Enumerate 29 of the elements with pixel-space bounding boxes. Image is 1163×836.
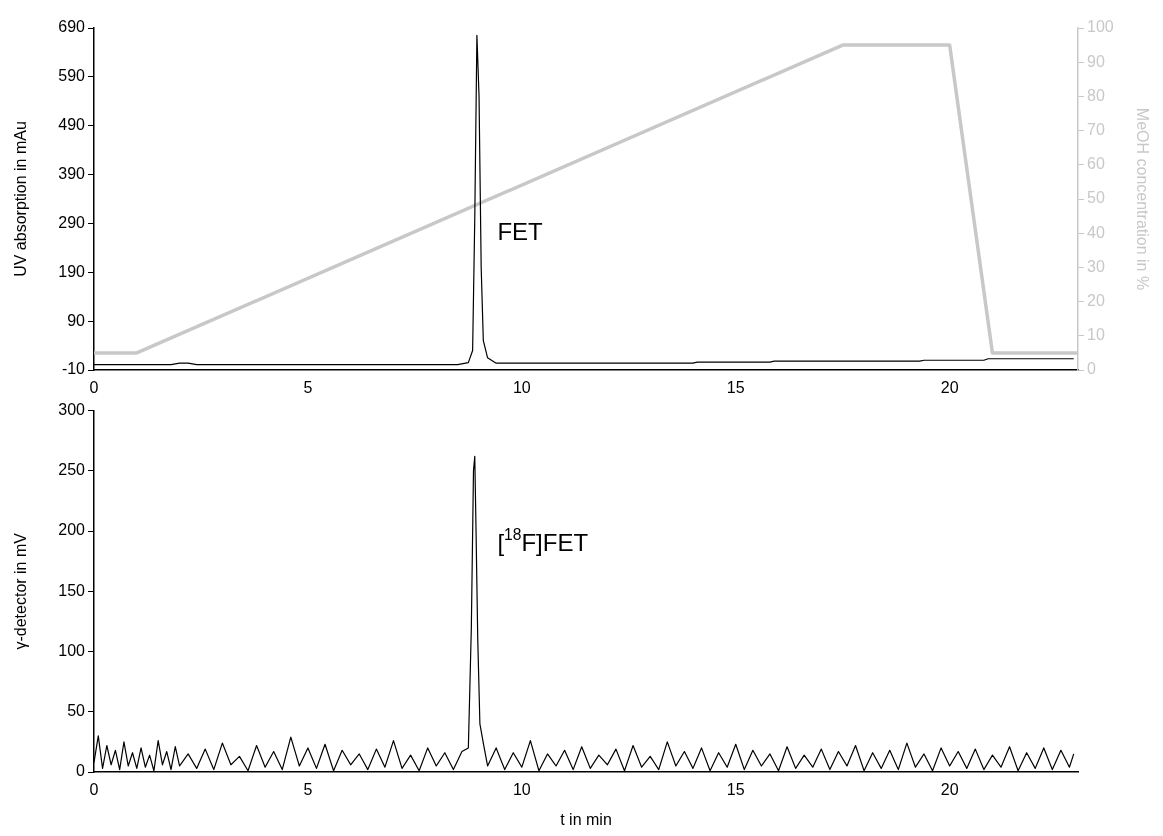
x-tick-label: 5 <box>303 781 313 799</box>
y-tick-label: 590 <box>58 67 86 85</box>
x-axis-title: t in min <box>560 810 612 828</box>
x-tick-label: 10 <box>512 781 531 799</box>
x-tick-label: 20 <box>940 379 959 397</box>
y-tick-label: 290 <box>58 213 86 231</box>
y-tick-label: -10 <box>61 360 86 378</box>
y-tick-label: 150 <box>58 581 86 599</box>
y-tick-label: 490 <box>58 116 86 134</box>
x-tick-label: 0 <box>89 781 99 799</box>
y-tick-label: 300 <box>58 401 86 419</box>
y-tick-label: 200 <box>58 521 86 539</box>
x-tick-label: 0 <box>89 379 99 397</box>
x-tick-label: 15 <box>726 781 745 799</box>
x-tick-label: 5 <box>303 379 313 397</box>
y-tick-label: 0 <box>76 762 86 780</box>
y-tick-label: 250 <box>58 461 86 479</box>
x-tick-label: 15 <box>726 379 745 397</box>
y-tick-label: 690 <box>58 18 86 36</box>
y-axis-title: UV absorption in mAu <box>12 121 30 277</box>
x-tick-label: 20 <box>940 781 959 799</box>
y-tick-label: 100 <box>58 641 86 659</box>
annotation: FET <box>497 217 544 245</box>
y-tick-label: 90 <box>67 311 86 329</box>
y-axis-title: γ-detector in mV <box>12 532 30 650</box>
y-tick-label: 50 <box>67 702 86 720</box>
x-tick-label: 10 <box>512 379 531 397</box>
y-tick-label: 390 <box>58 164 86 182</box>
y-tick-label: 190 <box>58 262 86 280</box>
